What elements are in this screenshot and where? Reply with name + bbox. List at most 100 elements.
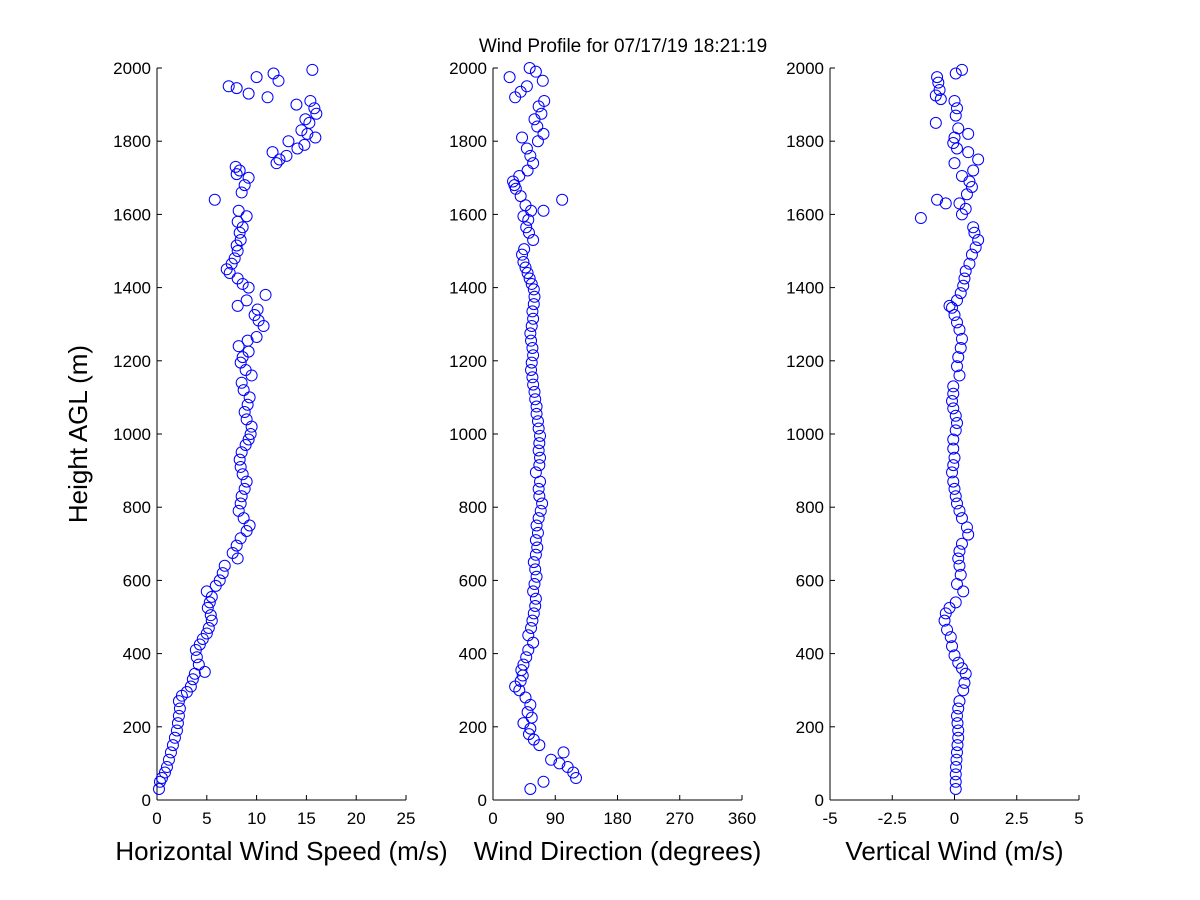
speed-data-point [170,724,183,737]
speed-data-point [228,252,241,265]
vertical-data-point [958,676,971,689]
speed-y-tick-label: 400 [123,645,151,664]
speed-data-point [290,98,303,111]
vertical-data-point [941,623,954,636]
speed-x-tick-label: 15 [297,809,316,828]
speed-data-point [192,658,205,671]
vertical-y-tick-label: 400 [796,645,824,664]
speed-data-point [244,428,257,440]
direction-data-point [529,65,542,78]
vertical-data-point [957,279,970,292]
speed-data-point [270,157,283,170]
speed-data-point [243,391,256,404]
vertical-data-point [963,257,976,270]
vertical-data-point [951,739,964,752]
vertical-data-point [948,451,961,464]
direction-data-point [522,226,535,239]
vertical-y-tick-label: 600 [796,571,824,590]
vertical-data-point [965,180,978,193]
direction-data-point [536,497,549,510]
direction-data-point [530,570,543,583]
speed-data-point [200,585,213,598]
vertical-data-point [931,193,944,206]
vertical-data-point [944,631,957,644]
vertical-y-tick-label: 1600 [786,205,824,224]
speed-data-point [202,621,215,634]
speed-data-point [230,82,243,95]
speed-data-point [282,135,295,148]
speed-data-point [240,413,253,426]
vertical-data-point [950,294,963,307]
direction-data-point [517,255,530,268]
direction-data-point [556,193,569,206]
vertical-data-point [950,417,963,430]
direction-data-point [533,459,546,472]
speed-data-point [226,546,239,559]
speed-y-axis-title: Height AGL (m) [63,345,93,523]
speed-data-point [200,627,213,640]
speed-data-point [155,772,168,785]
vertical-data-point [949,768,962,781]
speed-data-point [233,164,246,177]
vertical-data-point [954,287,967,300]
speed-data-point [250,331,263,344]
direction-data-point [534,504,547,517]
vertical-data-point [948,157,961,170]
speed-data-point [218,559,231,572]
direction-y-tick-label: 600 [459,571,487,590]
vertical-data-point [959,265,972,278]
speed-data-point [152,783,165,796]
speed-data-point [266,146,279,159]
vertical-data-point [949,783,962,796]
vertical-data-point [954,568,967,581]
vertical-data-point [950,709,963,722]
speed-data-point [234,532,247,545]
speed-data-point [304,94,317,107]
speed-points [152,63,323,796]
speed-data-point [237,384,250,397]
direction-data-point [531,120,544,133]
speed-data-point [160,761,173,774]
direction-data-point [553,757,566,770]
direction-data-point [570,772,582,785]
direction-data-point [527,312,540,325]
vertical-data-point [955,537,968,550]
direction-data-point [527,283,540,296]
direction-data-point [521,706,534,719]
vertical-data-point [948,482,961,495]
vertical-data-point [955,63,968,76]
direction-data-point [519,691,532,704]
direction-data-point [533,490,546,503]
speed-y-tick-label: 1000 [113,425,151,444]
vertical-x-tick-label: -5 [822,809,837,828]
vertical-data-point [949,109,962,122]
speed-y-tick-label: 0 [142,791,151,810]
direction-y-tick-label: 1800 [449,132,487,151]
direction-data-point [532,512,545,525]
speed-data-point [242,281,255,294]
vertical-data-point [950,360,963,373]
speed-data-point [201,601,214,614]
direction-data-point [527,378,540,391]
speed-y-tick-label: 800 [123,498,151,517]
direction-y-tick-label: 400 [459,645,487,664]
direction-data-point [534,429,547,442]
direction-data-point [513,684,526,697]
speed-data-point [303,116,316,129]
direction-data-point [524,149,537,162]
direction-data-point [525,621,538,634]
speed-data-point [280,149,293,162]
direction-data-point [537,775,550,788]
speed-data-point [242,171,255,184]
speed-data-point [229,160,242,173]
speed-data-point [309,131,322,144]
direction-data-point [508,179,521,192]
speed-data-point [172,695,185,708]
vertical-data-point [953,369,966,382]
vertical-data-point [967,221,980,234]
speed-data-point [299,113,312,126]
speed-data-point [240,524,253,537]
vertical-data-point [965,248,978,261]
vertical-y-tick-label: 0 [815,791,824,810]
